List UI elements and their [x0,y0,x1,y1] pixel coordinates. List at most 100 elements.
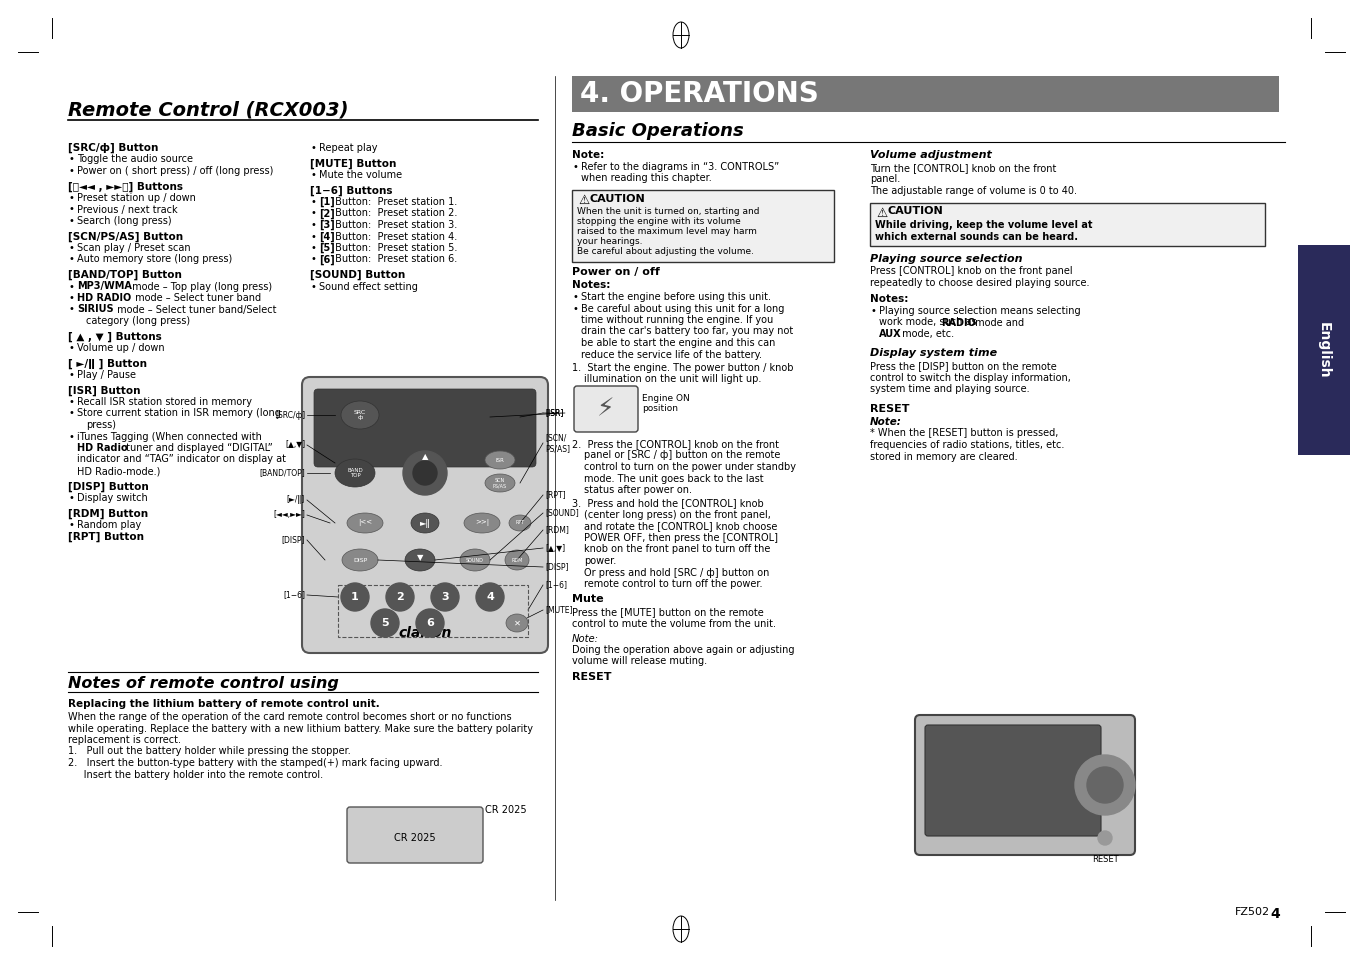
Text: •: • [870,306,876,316]
Text: The adjustable range of volume is 0 to 40.: The adjustable range of volume is 0 to 4… [870,186,1077,196]
Text: 4: 4 [1270,907,1280,921]
Text: Engine ON
position: Engine ON position [642,394,690,414]
Text: remote control to turn off the power.: remote control to turn off the power. [583,579,762,589]
Text: [3]: [3] [319,220,335,230]
Text: Sound effect setting: Sound effect setting [319,281,418,291]
Ellipse shape [459,549,491,571]
Circle shape [1075,755,1135,815]
Text: [4]: [4] [319,231,335,242]
Text: 2: 2 [397,592,403,602]
Text: when reading this chapter.: when reading this chapter. [581,173,711,183]
Circle shape [416,609,444,637]
Text: •: • [68,204,74,215]
Text: 4. OPERATIONS: 4. OPERATIONS [581,80,819,108]
Text: which external sounds can be heard.: which external sounds can be heard. [875,231,1078,242]
Text: control to switch the display information,: control to switch the display informatio… [870,373,1071,383]
Text: CR 2025: CR 2025 [485,805,526,815]
Text: •: • [572,162,578,172]
Text: SRC
ф: SRC ф [354,410,367,420]
Text: ►ǁ: ►ǁ [420,519,431,527]
Circle shape [1088,767,1123,803]
Text: Previous / next track: Previous / next track [76,204,177,215]
Text: repeatedly to choose desired playing source.: repeatedly to choose desired playing sou… [870,278,1089,288]
Text: ✕: ✕ [514,619,521,628]
Text: 2.   Insert the button-type battery with the stamped(+) mark facing upward.: 2. Insert the button-type battery with t… [68,758,443,768]
Text: 5: 5 [382,618,388,628]
Text: POWER OFF, then press the [CONTROL]: POWER OFF, then press the [CONTROL] [583,533,778,543]
Text: Display switch: Display switch [76,493,147,503]
FancyBboxPatch shape [348,807,483,863]
Text: Mute the volume: Mute the volume [319,170,402,180]
Text: HD RADIO: HD RADIO [76,293,131,303]
Text: •: • [68,432,74,442]
Text: Be careful about adjusting the volume.: Be careful about adjusting the volume. [577,247,754,255]
Text: Toggle the audio source: Toggle the audio source [76,154,194,165]
Text: •: • [309,208,316,219]
Text: BAND
TOP: BAND TOP [348,468,363,478]
Text: •: • [68,493,74,503]
Text: Press the [DISP] button on the remote: Press the [DISP] button on the remote [870,362,1056,371]
Text: •: • [68,343,74,353]
Text: status after power on.: status after power on. [583,485,692,495]
Text: Play / Pause: Play / Pause [76,370,136,380]
Text: SCN
PS/AS: SCN PS/AS [493,477,507,489]
Circle shape [1099,831,1112,845]
Text: •: • [68,370,74,380]
Text: [2]: [2] [319,208,335,219]
Text: •: • [309,254,316,264]
Text: •: • [572,292,578,302]
Text: CAUTION: CAUTION [590,194,646,203]
Text: Volume up / down: Volume up / down [76,343,165,353]
Text: Search (long press): Search (long press) [76,216,172,226]
Text: panel.: panel. [870,174,900,184]
Text: indicator and “TAG” indicator on display at: indicator and “TAG” indicator on display… [76,454,286,465]
Text: [SOUND] Button: [SOUND] Button [309,270,405,281]
Text: [DISP]: [DISP] [545,563,568,572]
Text: Display system time: Display system time [870,349,998,359]
Text: •: • [309,220,316,230]
Text: Insert the battery holder into the remote control.: Insert the battery holder into the remot… [68,769,323,780]
Text: Notes of remote control using: Notes of remote control using [68,676,339,691]
FancyBboxPatch shape [572,190,834,261]
Text: mode – Select tuner band/Select: mode – Select tuner band/Select [114,305,277,314]
FancyBboxPatch shape [303,377,548,653]
Circle shape [341,583,369,611]
Text: •: • [309,143,316,153]
Text: Playing source selection: Playing source selection [870,254,1022,263]
Text: Note:: Note: [870,417,902,427]
Text: Start the engine before using this unit.: Start the engine before using this unit. [581,292,771,302]
Text: •: • [68,254,74,264]
Text: Button:  Preset station 2.: Button: Preset station 2. [333,208,458,219]
Text: Replacing the lithium battery of remote control unit.: Replacing the lithium battery of remote … [68,699,380,709]
Text: RESET: RESET [572,672,612,682]
Ellipse shape [485,451,515,469]
Text: mode – Top play (long press): mode – Top play (long press) [129,281,273,291]
Text: [▲,▼]: [▲,▼] [545,544,566,552]
Text: [6]: [6] [319,254,335,265]
Text: [RDM] Button: [RDM] Button [68,508,149,519]
Text: FZ502: FZ502 [1235,907,1270,917]
Text: •: • [68,409,74,418]
Text: [◄◄,►►]: [◄◄,►►] [273,511,305,520]
Text: DISP: DISP [353,557,367,563]
Text: [RPT]: [RPT] [545,491,566,499]
Text: [ISR] Button: [ISR] Button [68,386,140,396]
Text: •: • [68,397,74,407]
Text: Volume adjustment: Volume adjustment [870,150,992,160]
Text: system time and playing source.: system time and playing source. [870,385,1029,394]
Text: Scan play / Preset scan: Scan play / Preset scan [76,243,191,253]
Text: your hearings.: your hearings. [577,236,642,246]
Text: •: • [68,281,74,291]
Circle shape [371,609,399,637]
FancyBboxPatch shape [572,76,1278,112]
Text: [SOUND]: [SOUND] [545,508,579,518]
Text: tuner and displayed “DIGITAL”: tuner and displayed “DIGITAL” [123,443,273,453]
Ellipse shape [348,513,383,533]
Text: Recall ISR station stored in memory: Recall ISR station stored in memory [76,397,252,407]
Ellipse shape [335,459,375,487]
Text: SOUND: SOUND [466,557,484,563]
Text: [RDM]: [RDM] [545,525,568,534]
Text: Random play: Random play [76,520,142,530]
Text: Mute: Mute [572,595,604,604]
Text: RADIO: RADIO [940,317,976,328]
